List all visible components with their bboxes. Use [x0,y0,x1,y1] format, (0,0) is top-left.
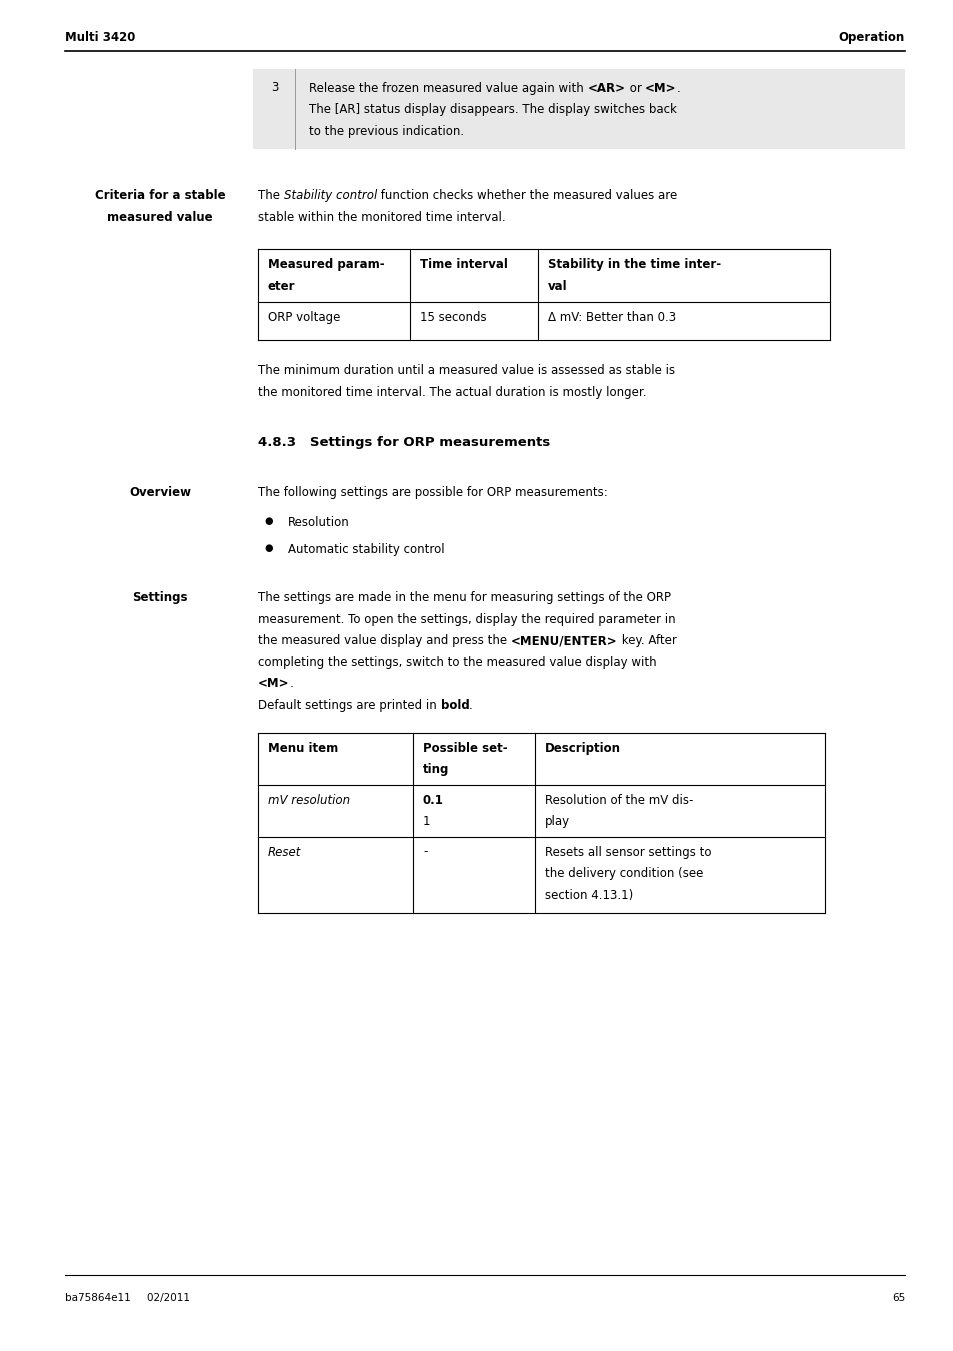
Text: -: - [422,846,427,858]
Text: <MENU/ENTER>: <MENU/ENTER> [511,634,617,647]
Text: the measured value display and press the: the measured value display and press the [257,634,511,647]
Text: val: val [547,280,567,293]
Text: The: The [257,189,283,203]
Text: The settings are made in the menu for measuring settings of the ORP: The settings are made in the menu for me… [257,590,670,604]
Text: measurement. To open the settings, display the required parameter in: measurement. To open the settings, displ… [257,612,675,626]
Text: 1: 1 [422,815,430,828]
Text: Resolution of the mV dis-: Resolution of the mV dis- [544,793,693,807]
Text: ting: ting [422,763,449,775]
Text: bold: bold [440,698,469,712]
Text: ORP voltage: ORP voltage [268,311,340,324]
Text: .: . [469,698,473,712]
Text: 15 seconds: 15 seconds [419,311,486,324]
Text: <M>: <M> [644,82,676,95]
Text: Resolution: Resolution [288,516,350,530]
Text: ●: ● [264,543,273,553]
Text: or: or [625,82,644,95]
Text: Resets all sensor settings to: Resets all sensor settings to [544,846,711,858]
Text: .: . [289,677,293,690]
Text: Description: Description [544,742,620,754]
Text: .: . [676,82,679,95]
Text: eter: eter [268,280,295,293]
Text: completing the settings, switch to the measured value display with: completing the settings, switch to the m… [257,655,656,669]
Text: the delivery condition (see: the delivery condition (see [544,867,702,880]
Text: Default settings are printed in: Default settings are printed in [257,698,440,712]
Text: The minimum duration until a measured value is assessed as stable is: The minimum duration until a measured va… [257,363,675,377]
Text: Measured param-: Measured param- [268,258,384,272]
Text: Automatic stability control: Automatic stability control [288,543,444,557]
Text: ●: ● [264,516,273,526]
Text: The [AR] status display disappears. The display switches back: The [AR] status display disappears. The … [309,104,677,116]
Text: <M>: <M> [257,677,289,690]
Text: 0.1: 0.1 [422,793,443,807]
Text: the monitored time interval. The actual duration is mostly longer.: the monitored time interval. The actual … [257,385,646,399]
Text: Settings: Settings [132,590,188,604]
Text: Time interval: Time interval [419,258,507,272]
Text: Reset: Reset [268,846,301,858]
Text: <AR>: <AR> [587,82,625,95]
Text: play: play [544,815,570,828]
Text: to the previous indication.: to the previous indication. [309,126,464,138]
Text: key. After: key. After [617,634,676,647]
Text: 4.8.3   Settings for ORP measurements: 4.8.3 Settings for ORP measurements [257,436,550,449]
Text: Stability in the time inter-: Stability in the time inter- [547,258,720,272]
Bar [253,69,904,149]
Text: mV resolution: mV resolution [268,793,350,807]
Text: Stability control: Stability control [283,189,376,203]
Text: Operation: Operation [838,31,904,45]
Text: 65: 65 [891,1293,904,1302]
Text: stable within the monitored time interval.: stable within the monitored time interva… [257,211,505,224]
Text: section 4.13.1): section 4.13.1) [544,889,633,901]
Text: measured value: measured value [107,211,213,224]
Text: ba75864e11     02/2011: ba75864e11 02/2011 [65,1293,190,1302]
Text: Multi 3420: Multi 3420 [65,31,135,45]
Text: Possible set-: Possible set- [422,742,507,754]
Text: Overview: Overview [129,486,191,499]
Text: Δ mV: Better than 0.3: Δ mV: Better than 0.3 [547,311,676,324]
Text: The following settings are possible for ORP measurements:: The following settings are possible for … [257,486,607,499]
Text: Criteria for a stable: Criteria for a stable [94,189,225,203]
Text: Menu item: Menu item [268,742,338,754]
Text: Release the frozen measured value again with: Release the frozen measured value again … [309,82,587,95]
Text: 3: 3 [271,81,278,95]
Text: function checks whether the measured values are: function checks whether the measured val… [376,189,677,203]
